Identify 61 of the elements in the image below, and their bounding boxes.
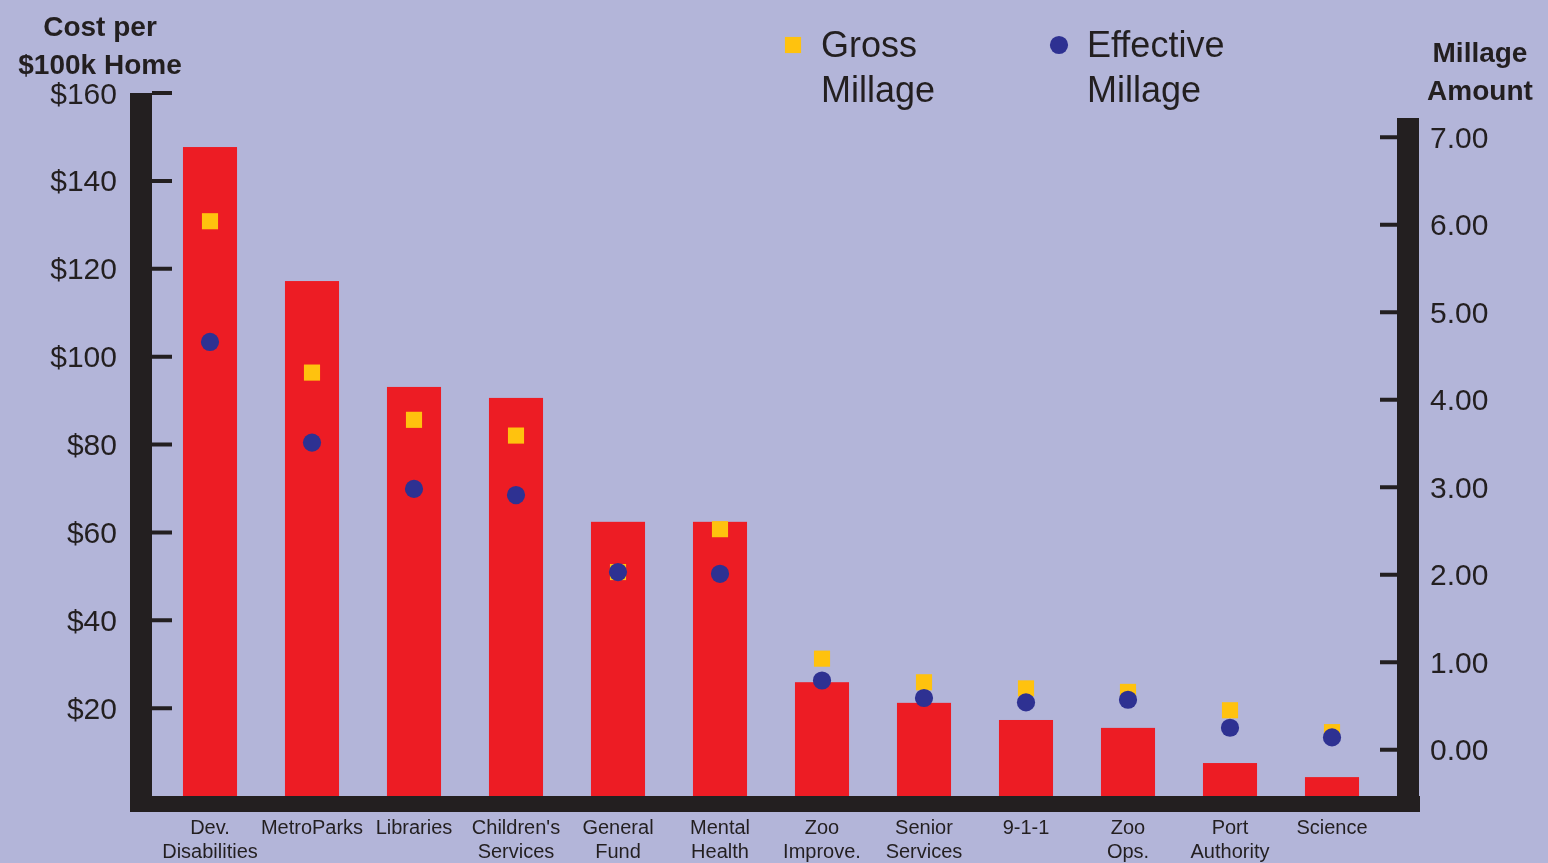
x-tick-label: Port Authority bbox=[1190, 816, 1270, 862]
bar bbox=[284, 281, 340, 796]
point bbox=[711, 521, 729, 538]
y-tick-label: $40 bbox=[66, 603, 117, 637]
point bbox=[1118, 690, 1138, 709]
y-tick-label: $20 bbox=[66, 691, 117, 725]
point bbox=[303, 364, 321, 381]
y-tick-label: $80 bbox=[66, 428, 117, 461]
point bbox=[404, 479, 424, 499]
y2-tick-label: 5.00 bbox=[1430, 295, 1489, 329]
x-tick-label: Science bbox=[1296, 816, 1368, 838]
point bbox=[506, 485, 526, 505]
y2-tick-label: 4.00 bbox=[1430, 383, 1489, 417]
y-tick-label: $60 bbox=[66, 515, 117, 549]
bar bbox=[794, 682, 850, 796]
point bbox=[405, 411, 423, 428]
y2-axis-title: Millage Amount bbox=[1427, 37, 1533, 106]
y2-tick-label: 2.00 bbox=[1430, 558, 1489, 592]
x-tick-label: 9-1-1 bbox=[1002, 816, 1050, 838]
point bbox=[200, 332, 220, 352]
point bbox=[507, 427, 525, 444]
y2-tick-label: 0.00 bbox=[1430, 733, 1489, 767]
x-tick-label: Zoo Ops. bbox=[1106, 816, 1150, 862]
y2-tick-label: 7.00 bbox=[1430, 120, 1489, 154]
point bbox=[812, 671, 832, 690]
y-tick-label: $120 bbox=[50, 252, 117, 286]
bar bbox=[896, 702, 952, 796]
point bbox=[302, 433, 322, 452]
point bbox=[1016, 693, 1036, 712]
point bbox=[201, 213, 219, 230]
x-tick-label: Zoo Improve. bbox=[783, 816, 861, 862]
x-tick-label: Dev. Disabilities bbox=[162, 816, 258, 862]
y-tick-label: $140 bbox=[50, 164, 117, 198]
y2-tick-label: 3.00 bbox=[1430, 470, 1489, 504]
x-tick-label: Children's Services bbox=[471, 816, 561, 862]
point bbox=[1220, 718, 1240, 737]
point bbox=[1221, 702, 1239, 719]
bar bbox=[1202, 763, 1258, 796]
point bbox=[915, 674, 933, 691]
x-tick-label: Libraries bbox=[375, 816, 453, 838]
y2-tick-label: 6.00 bbox=[1430, 208, 1489, 242]
bar bbox=[692, 521, 748, 796]
x-tick-label: Mental Health bbox=[689, 816, 751, 862]
legend-label: Gross Millage bbox=[821, 24, 936, 110]
y-tick-label: $100 bbox=[50, 340, 117, 374]
x-tick-label: Senior Services bbox=[885, 816, 963, 862]
y2-tick-label: 1.00 bbox=[1430, 645, 1489, 679]
point bbox=[914, 688, 934, 708]
bar bbox=[590, 521, 646, 796]
bar bbox=[1100, 727, 1156, 796]
x-tick-label: MetroParks bbox=[260, 816, 364, 838]
x-tick-label: General Fund bbox=[582, 816, 654, 862]
bar bbox=[488, 397, 544, 796]
point bbox=[1322, 728, 1342, 747]
legend-label: Effective Millage bbox=[1087, 24, 1225, 110]
bar bbox=[1304, 777, 1360, 796]
point bbox=[813, 650, 831, 667]
bar bbox=[182, 147, 238, 796]
bar bbox=[386, 386, 442, 796]
point bbox=[710, 564, 730, 583]
bar bbox=[998, 719, 1054, 796]
